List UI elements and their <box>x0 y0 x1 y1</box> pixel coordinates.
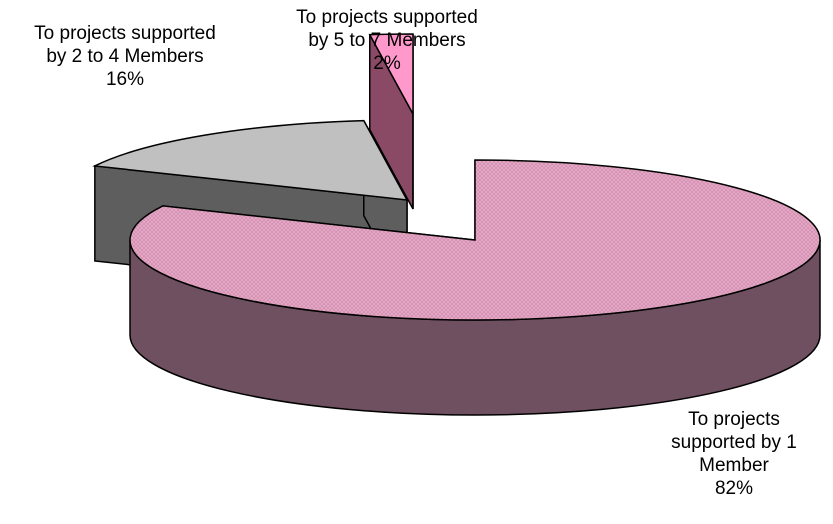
slice-label-5-to-7-members: To projects supported by 5 to 7 Members … <box>262 6 512 75</box>
slice-label-line: by 2 to 4 Members <box>46 46 204 67</box>
slice-percent: 16% <box>105 69 145 90</box>
slice-percent: 82% <box>714 478 754 499</box>
slice-2-top <box>92 119 409 201</box>
slice-label-line: by 5 to 7 Members <box>308 30 466 51</box>
slice-percent: 2% <box>373 53 401 74</box>
slice-label-2-to-4-members: To projects supported by 2 to 4 Members … <box>0 22 250 91</box>
slice-label-line: To projects supported <box>296 7 478 28</box>
slice-label-line: Member <box>699 455 769 476</box>
slice-3-top <box>368 33 414 115</box>
slice-label-line: supported by 1 <box>671 432 797 453</box>
slice-1-top <box>129 159 821 321</box>
slice-label-line: To projects <box>688 409 780 430</box>
slice-label-1-member: To projects supported by 1 Member 82% <box>624 408 833 500</box>
slice-label-line: To projects supported <box>34 23 216 44</box>
